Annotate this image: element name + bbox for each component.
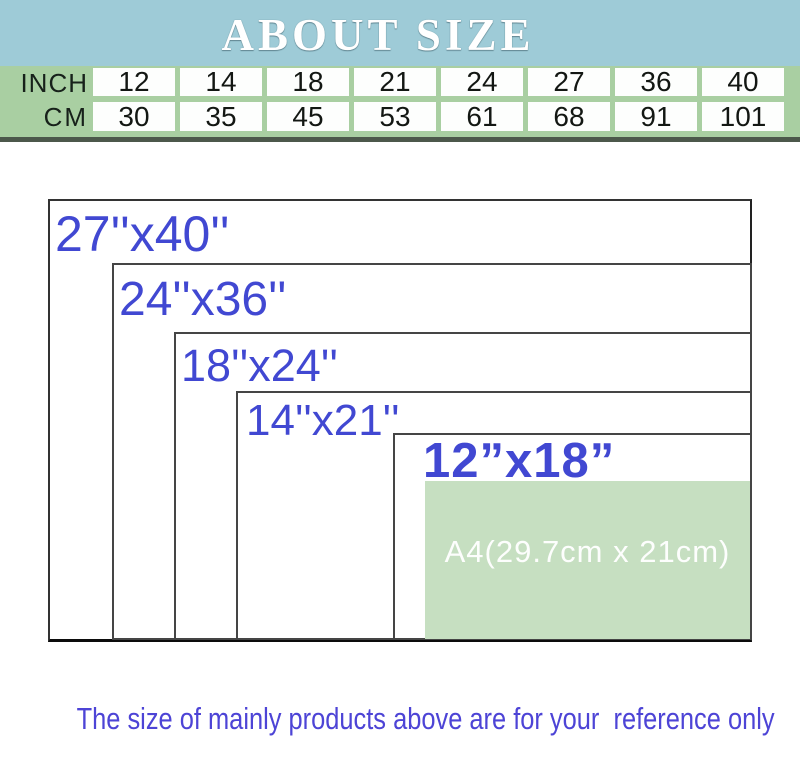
size-rect-label-18x24: 18''x24'' <box>181 340 338 391</box>
cm-cell: 30 <box>93 101 175 132</box>
inch-cell: 18 <box>267 66 349 97</box>
cm-cell: 35 <box>180 101 262 132</box>
footer-note-text: The size of mainly products above are fo… <box>76 701 775 736</box>
size-rect-label-27x40: 27''x40'' <box>55 206 230 262</box>
cm-cell: 91 <box>615 101 697 132</box>
cm-row: 30 35 45 53 61 68 91 101 <box>93 101 784 132</box>
size-rect-label-12x18: 12”x18” <box>423 434 616 488</box>
table-bottom-strip <box>0 137 800 142</box>
banner: ABOUT SIZE <box>0 0 800 66</box>
inch-cell: 40 <box>702 66 784 97</box>
inch-row: 12 14 18 21 24 27 36 40 <box>93 66 784 97</box>
size-rect-label-14x21: 14''x21'' <box>246 396 400 445</box>
inch-cell: 14 <box>180 66 262 97</box>
inch-cell: 24 <box>441 66 523 97</box>
size-conversion-table: INCH CM 12 14 18 21 24 27 36 40 30 35 45… <box>0 66 800 142</box>
footer-note: The size of mainly products above are fo… <box>0 701 800 737</box>
cm-cell: 101 <box>702 101 784 132</box>
inch-cell: 27 <box>528 66 610 97</box>
a4-label: A4(29.7cm x 21cm) <box>444 534 731 569</box>
inch-cell: 12 <box>93 66 175 97</box>
cm-row-label: CM <box>43 102 88 132</box>
inch-cell: 36 <box>615 66 697 97</box>
inch-row-label: INCH <box>20 68 88 98</box>
cm-cell: 45 <box>267 101 349 132</box>
size-rect-label-24x36: 24''x36'' <box>119 273 287 326</box>
cm-cell: 61 <box>441 101 523 132</box>
page-title: ABOUT SIZE <box>221 10 535 60</box>
inch-cell: 21 <box>354 66 436 97</box>
a4-reference-box: A4(29.7cm x 21cm) <box>425 481 750 639</box>
cm-cell: 53 <box>354 101 436 132</box>
cm-cell: 68 <box>528 101 610 132</box>
